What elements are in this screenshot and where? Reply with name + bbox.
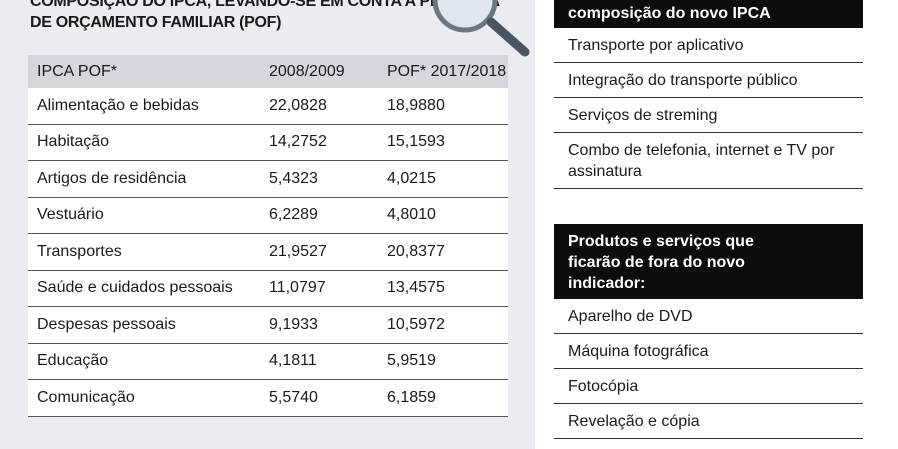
header: COMPOSIÇÃO DO IPCA, LEVANDO-SE EM CONTA …: [30, 0, 500, 33]
table-row: Vestuário 6,2289 4,8010: [28, 197, 508, 234]
included-box: composição do novo IPCA Transporte por a…: [554, 0, 863, 189]
list-item: Fotocópia: [554, 369, 863, 404]
list-item: Transporte por aplicativo: [554, 28, 863, 63]
included-title: composição do novo IPCA: [554, 0, 863, 28]
table-cell: Despesas pessoais: [28, 306, 260, 344]
table-cell: 14,2752: [260, 124, 378, 161]
table-cell: 21,9527: [260, 233, 378, 271]
table-cell: Educação: [28, 343, 260, 380]
column-header: POF* 2017/2018: [378, 55, 508, 88]
table-cell: 6,2289: [260, 197, 378, 234]
table-cell: 10,5972: [378, 306, 508, 344]
table-cell: Transportes: [28, 233, 260, 271]
column-header: IPCA POF*: [28, 55, 260, 88]
table-cell: Artigos de residência: [28, 160, 260, 198]
table-row: Transportes 21,9527 20,8377: [28, 233, 508, 271]
table-cell: 5,9519: [378, 343, 508, 380]
table-cell: 15,1593: [378, 124, 508, 161]
list-item: Combo de telefonia, internet e TV por as…: [554, 133, 863, 189]
ipca-table: IPCA POF* 2008/2009 POF* 2017/2018 Aliment…: [28, 55, 508, 417]
list-item: Aparelho de DVD: [554, 299, 863, 334]
table-cell: 11,0797: [260, 270, 378, 307]
table-row: Despesas pessoais 9,1933 10,5972: [28, 306, 508, 344]
list-item: Revelação e cópia: [554, 404, 863, 439]
header-line: COMPOSIÇÃO DO IPCA, LEVANDO-SE EM CONTA …: [30, 0, 500, 10]
table-cell: 22,0828: [260, 88, 378, 125]
table-row: Educação 4,1811 5,9519: [28, 343, 508, 380]
magnifier-icon: [432, 0, 530, 57]
excluded-box: Produtos e serviços que ficarão de fora …: [554, 224, 863, 439]
table-cell: 20,8377: [378, 233, 508, 271]
table-row: Artigos de residência 5,4323 4,0215: [28, 160, 508, 198]
table-cell: Comunicação: [28, 379, 260, 417]
table-cell: 4,8010: [378, 197, 508, 234]
table-cell: 4,1811: [260, 343, 378, 380]
table-cell: 4,0215: [378, 160, 508, 198]
table-cell: Habitação: [28, 124, 260, 161]
column-header: 2008/2009: [260, 55, 378, 88]
table-cell: Saúde e cuidados pessoais: [28, 270, 260, 307]
table-cell: 5,4323: [260, 160, 378, 198]
table-body: Alimentação e bebidas 22,0828 18,9880 Habit…: [28, 88, 508, 417]
table-cell: 5,5740: [260, 379, 378, 417]
table-header: IPCA POF* 2008/2009 POF* 2017/2018: [28, 55, 508, 88]
table-cell: 9,1933: [260, 306, 378, 344]
list-item: Integração do transporte público: [554, 63, 863, 98]
table-row: Comunicação 5,5740 6,1859: [28, 379, 508, 417]
table-row: Habitação 14,2752 15,1593: [28, 124, 508, 161]
header-line: DE ORÇAMENTO FAMILIAR (POF): [30, 14, 282, 31]
table-cell: 13,4575: [378, 270, 508, 307]
table-cell: 6,1859: [378, 379, 508, 417]
table-row: Alimentação e bebidas 22,0828 18,9880: [28, 88, 508, 125]
excluded-title: Produtos e serviços que ficarão de fora …: [554, 224, 863, 299]
left-panel: COMPOSIÇÃO DO IPCA, LEVANDO-SE EM CONTA …: [0, 0, 535, 449]
table-cell: Vestuário: [28, 197, 260, 234]
table-cell: Alimentação e bebidas: [28, 88, 260, 125]
table-cell: 18,9880: [378, 88, 508, 125]
list-item: Serviços de streming: [554, 98, 863, 133]
table-row: Saúde e cuidados pessoais 11,0797 13,4575: [28, 270, 508, 307]
list-item: Máquina fotográfica: [554, 334, 863, 369]
